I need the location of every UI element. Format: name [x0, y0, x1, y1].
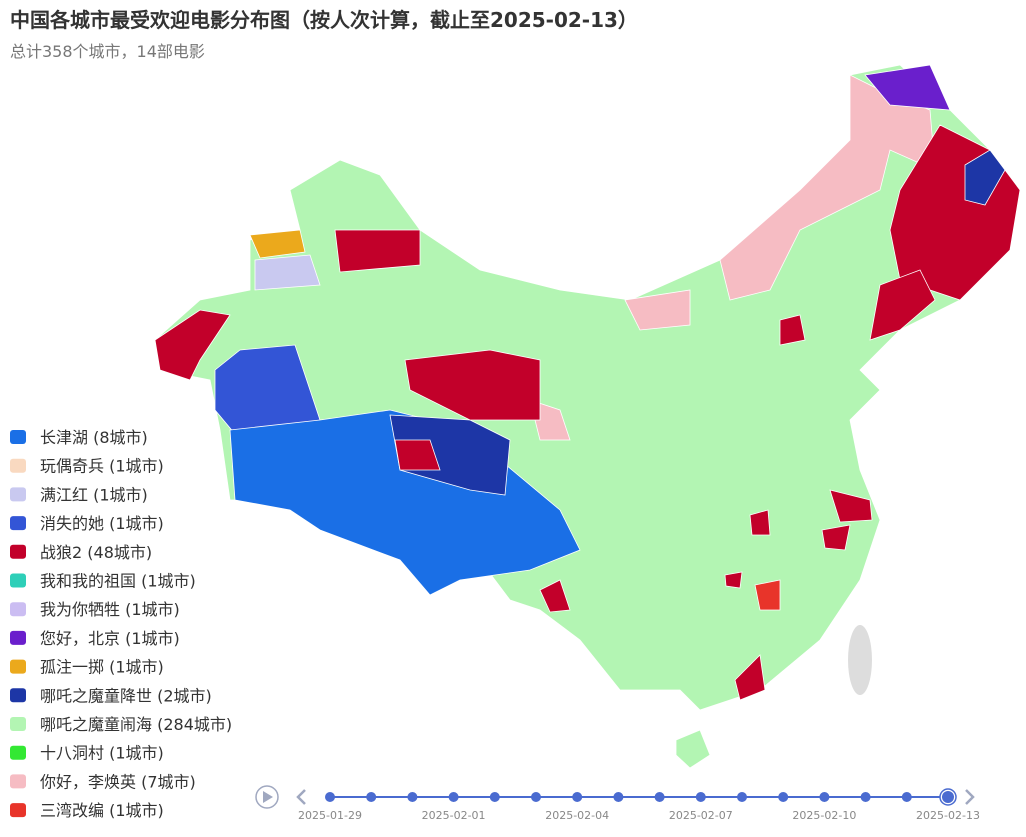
legend-swatch[interactable] [10, 430, 26, 444]
timeline-dot[interactable] [737, 792, 747, 802]
region [254, 254, 321, 291]
legend-swatch[interactable] [10, 544, 26, 559]
region [779, 314, 806, 346]
legend-label[interactable]: 我为你牺牲 (1城市) [40, 600, 180, 619]
legend-label[interactable]: 十八洞村 (1城市) [40, 744, 164, 763]
region [749, 509, 771, 536]
timeline-dot[interactable] [819, 792, 830, 802]
timeline-label: 2025-02-13 [916, 809, 980, 822]
legend-label[interactable]: 三湾改编 (1城市) [40, 801, 164, 820]
timeline-dot[interactable] [572, 792, 583, 802]
timeline-dot[interactable] [695, 792, 706, 802]
legend-label[interactable]: 您好，北京 (1城市) [40, 629, 180, 648]
legend-label[interactable]: 你好，李焕英 (7城市) [40, 772, 196, 791]
legend-label[interactable]: 孤注一掷 (1城市) [40, 658, 164, 677]
region [829, 489, 873, 523]
timeline-dot[interactable] [531, 792, 541, 802]
timeline-label: 2025-02-10 [792, 809, 856, 822]
timeline-label: 2025-02-04 [545, 809, 609, 822]
timeline-dot[interactable] [407, 792, 418, 802]
region [675, 729, 711, 769]
timeline-label: 2025-02-01 [422, 809, 486, 822]
legend-label[interactable]: 玩偶奇兵 (1城市) [40, 457, 164, 476]
region [539, 579, 571, 613]
china-map [154, 64, 1021, 769]
timeline-dot[interactable] [860, 792, 871, 802]
legend-label[interactable]: 满江红 (1城市) [40, 485, 148, 504]
region [334, 229, 421, 273]
legend-swatch[interactable] [10, 803, 26, 818]
play-button[interactable] [255, 785, 279, 809]
region [724, 571, 743, 589]
legend-label[interactable]: 哪吒之魔童降世 (2城市) [40, 686, 212, 705]
legend-swatch[interactable] [10, 487, 26, 502]
timeline-dot[interactable] [654, 792, 665, 802]
region [719, 74, 936, 301]
legend-swatch[interactable] [10, 659, 26, 674]
timeline-label: 2025-02-07 [669, 809, 733, 822]
legend-label[interactable]: 战狼2 (48城市) [40, 543, 152, 562]
legend-swatch[interactable] [10, 516, 26, 531]
legend-swatch[interactable] [10, 745, 26, 760]
region [404, 349, 541, 421]
taiwan [848, 625, 872, 695]
legend-swatch[interactable] [10, 458, 26, 473]
timeline-dot[interactable] [613, 792, 624, 802]
play-icon [263, 791, 273, 803]
legend-label[interactable]: 消失的她 (1城市) [40, 514, 164, 533]
region [154, 309, 231, 381]
legend-swatch[interactable] [10, 602, 26, 617]
timeline-dot[interactable] [901, 792, 912, 802]
legend-label[interactable]: 哪吒之魔童闹海 (284城市) [40, 715, 232, 734]
region [864, 64, 951, 111]
region [964, 149, 1006, 206]
legend-swatch[interactable] [10, 717, 26, 731]
region [754, 579, 781, 611]
legend-label[interactable]: 长津湖 (8城市) [40, 428, 148, 447]
region [869, 269, 936, 341]
legend-label[interactable]: 我和我的祖国 (1城市) [40, 572, 196, 591]
timeline-dot[interactable] [942, 791, 954, 803]
timeline-label: 2025-01-29 [298, 809, 362, 822]
legend-swatch[interactable] [10, 688, 26, 703]
timeline-dot[interactable] [366, 792, 377, 802]
region [624, 289, 691, 331]
legend-swatch[interactable] [10, 573, 26, 588]
region [394, 439, 441, 471]
timeline-dot[interactable] [489, 792, 500, 802]
next-button[interactable] [965, 789, 975, 805]
legend: 长津湖 (8城市) 玩偶奇兵 (1城市) 满江红 (1城市) 消失的她 (1城市) 战狼… [10, 428, 232, 820]
timeline-dot[interactable] [448, 792, 459, 802]
prev-button[interactable] [296, 789, 306, 805]
timeline-dot[interactable] [778, 792, 789, 802]
region [734, 654, 766, 701]
title: 中国各城市最受欢迎电影分布图（按人次计算，截止至2025-02-13） [10, 8, 638, 32]
timeline: 2025-01-29 2025-02-01 2025-02-04 2025-02-07… [255, 785, 980, 822]
legend-swatch[interactable] [10, 774, 26, 789]
subtitle: 总计358个城市，14部电影 [10, 42, 205, 61]
timeline-dot[interactable] [325, 792, 335, 802]
region [821, 524, 851, 551]
legend-swatch[interactable] [10, 630, 26, 645]
region [249, 229, 306, 259]
